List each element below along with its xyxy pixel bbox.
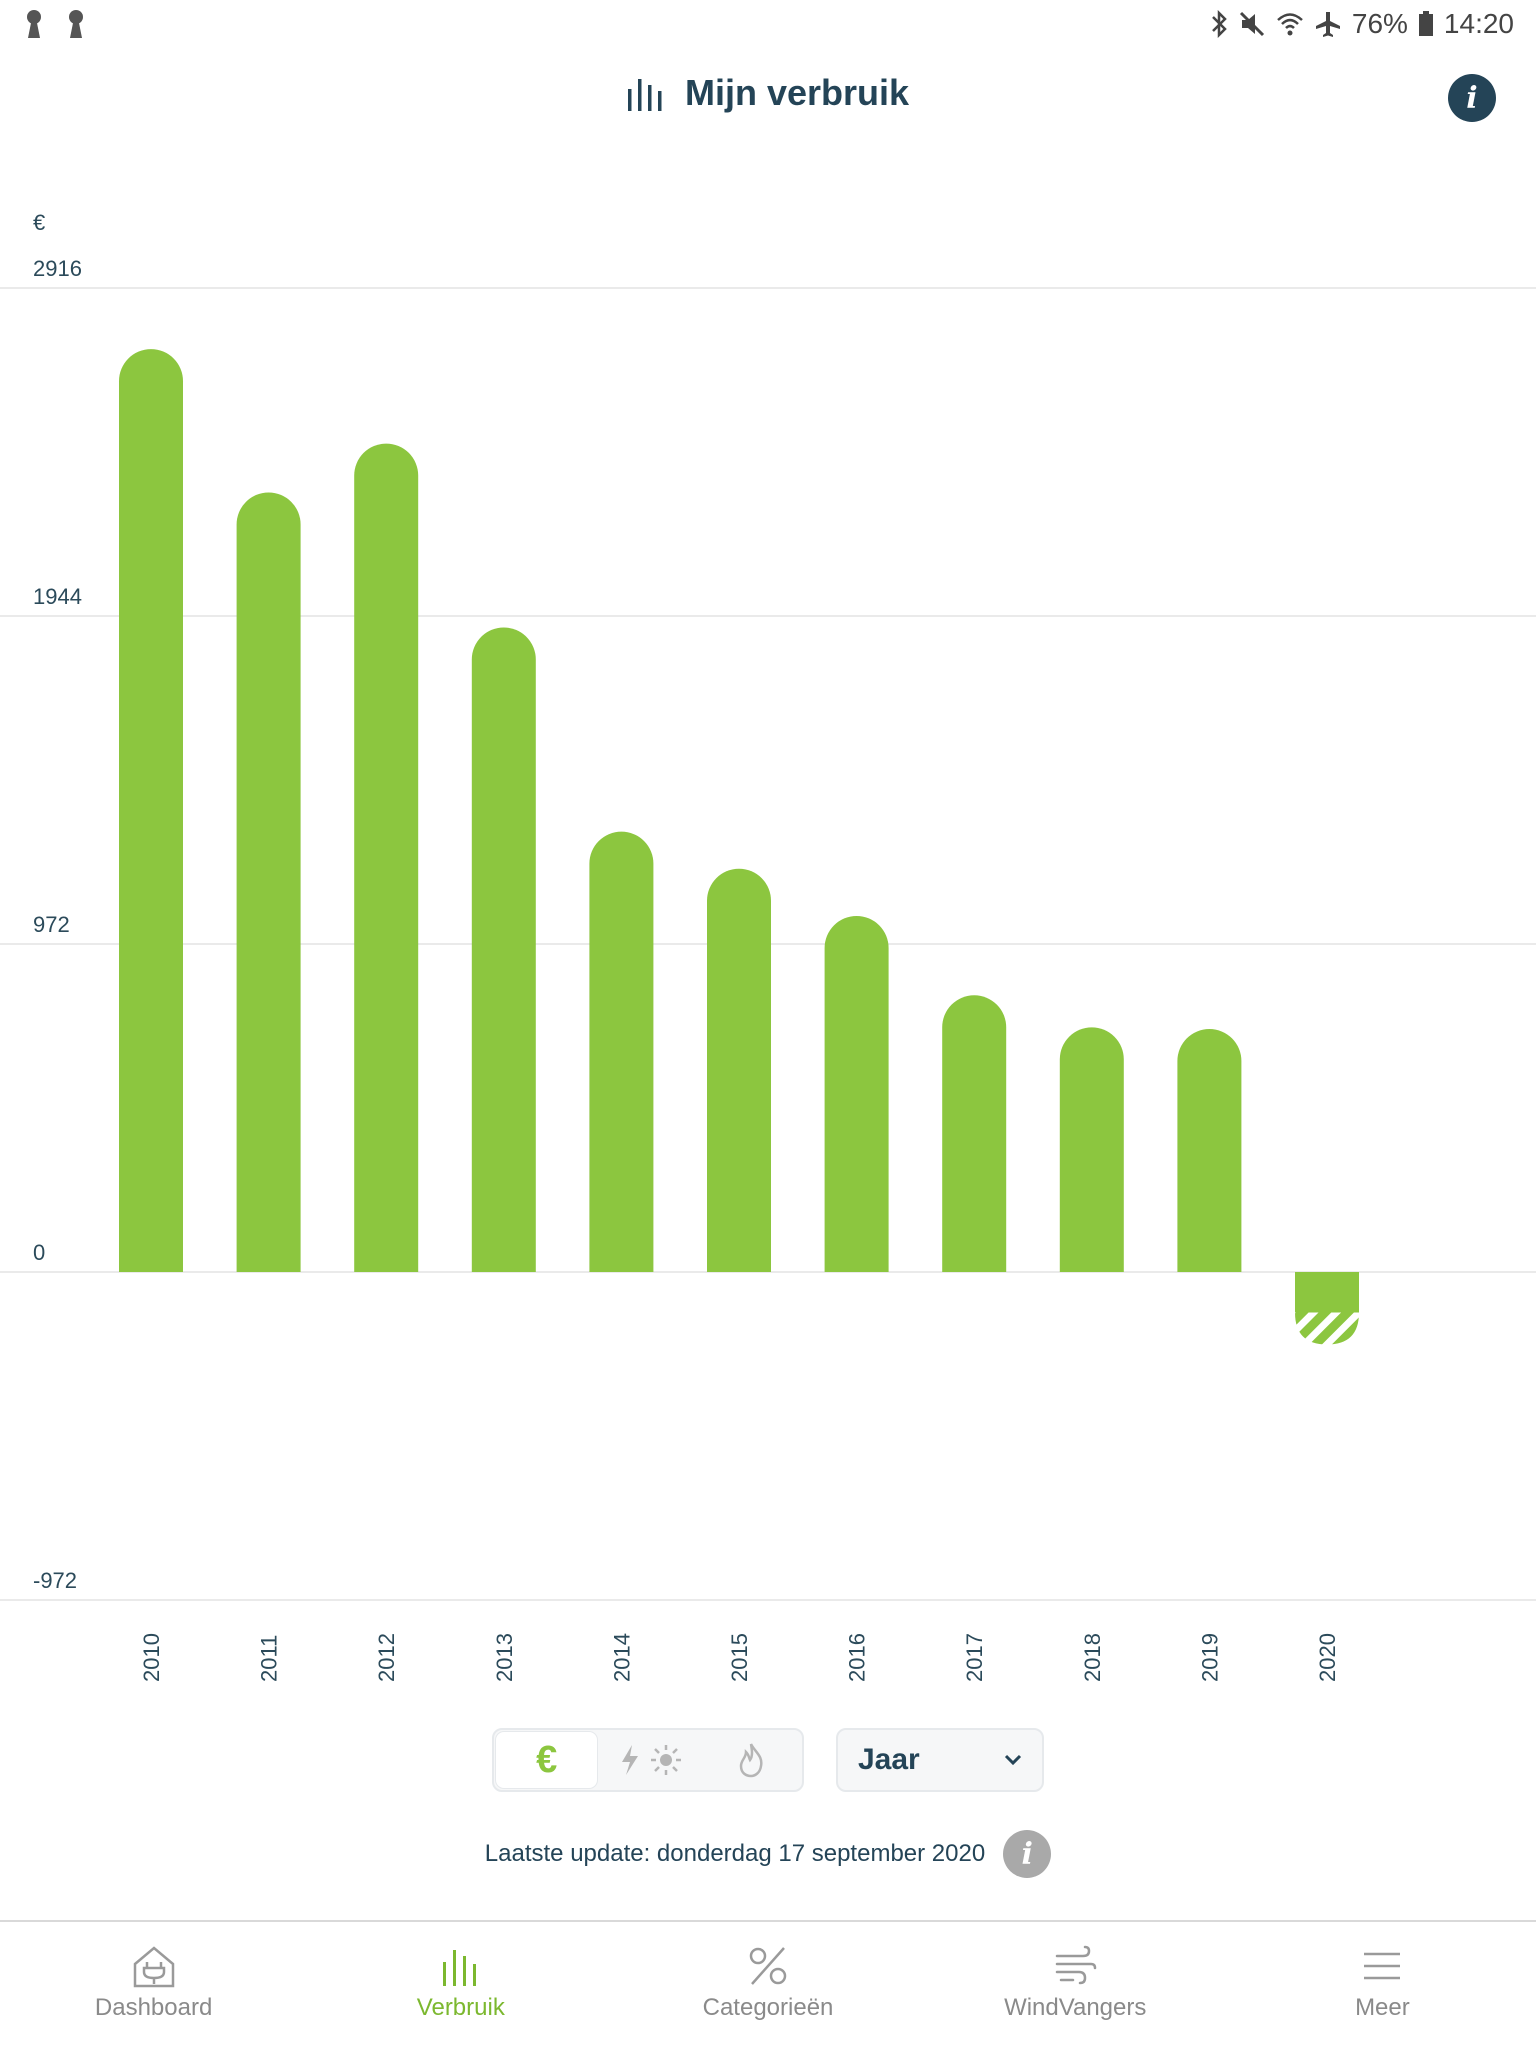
unit-segmented-control: € [492, 1728, 804, 1792]
nav-label: WindVangers [1004, 1994, 1147, 2021]
x-tick-label: 2011 [257, 1635, 282, 1682]
bar-2014[interactable] [589, 831, 654, 1272]
status-left [24, 10, 86, 40]
bar-2020[interactable] [1295, 1272, 1359, 1313]
y-tick-label: 972 [33, 912, 70, 937]
gas-segment[interactable] [701, 1730, 802, 1790]
bars-icon [627, 79, 662, 111]
bar-2012[interactable] [354, 443, 419, 1272]
x-tick-label: 2017 [962, 1633, 987, 1682]
bar-estimate-2020 [1295, 1312, 1359, 1345]
house-plug-icon [133, 1946, 174, 1988]
bar-2019[interactable] [1177, 1029, 1242, 1272]
euro-segment[interactable]: € [496, 1732, 598, 1788]
x-tick-label: 2010 [139, 1633, 164, 1682]
wind-icon [1055, 1945, 1097, 1985]
nav-label: Categorieën [702, 1994, 834, 2021]
bottom-navigation: Dashboard Verbruik Categorieën WindVange… [0, 1920, 1536, 2048]
bluetooth-icon [1211, 10, 1227, 38]
notification-icon [66, 10, 86, 40]
last-update-text: Laatste update: donderdag 17 september 2… [484, 1840, 986, 1867]
status-right: 76% 14:20 [1210, 8, 1514, 40]
y-tick-label: -972 [33, 1568, 77, 1593]
battery-percent: 76% [1351, 8, 1408, 39]
header-title-group: Mijn verbruik [0, 72, 1536, 114]
electricity-segment[interactable] [599, 1730, 700, 1790]
nav-item-categorieen[interactable]: Categorieën [614, 1922, 921, 2048]
nav-item-meer[interactable]: Meer [1229, 1922, 1536, 2048]
x-tick-label: 2016 [845, 1633, 870, 1682]
mute-icon [1239, 11, 1264, 37]
percent-icon [749, 1947, 787, 1985]
lightning-sun-icon [621, 1745, 681, 1775]
x-tick-label: 2014 [609, 1633, 634, 1682]
y-tick-label: 1944 [33, 584, 82, 609]
nav-label: Verbruik [416, 1994, 505, 2021]
x-tick-label: 2013 [492, 1633, 517, 1682]
bar-2018[interactable] [1059, 1027, 1124, 1272]
y-tick-label: 2916 [33, 256, 82, 281]
period-value: Jaar [858, 1743, 920, 1776]
bar-2016[interactable] [824, 915, 889, 1272]
nav-item-windvangers[interactable]: WindVangers [922, 1922, 1229, 2048]
nav-item-dashboard[interactable]: Dashboard [0, 1922, 307, 2048]
x-tick-label: 2018 [1080, 1633, 1105, 1682]
euro-icon: € [536, 1738, 558, 1781]
status-bar: 76% 14:20 [0, 0, 1536, 52]
last-update-row: Laatste update: donderdag 17 september 2… [0, 1830, 1536, 1878]
bar-2013[interactable] [471, 627, 536, 1272]
bar-2011[interactable] [236, 492, 301, 1272]
usage-bar-chart: 2916 1944 972 0 -972 2010 2011 2012 2013 2014 201… [0, 256, 1536, 1682]
clock: 14:20 [1443, 8, 1514, 39]
nav-label: Dashboard [94, 1994, 213, 2021]
bar-2015[interactable] [707, 868, 771, 1272]
bars-icon [442, 1950, 476, 1986]
update-info-icon[interactable]: i [1003, 1830, 1052, 1878]
y-tick-label: 0 [33, 1240, 45, 1265]
battery-icon [1418, 11, 1433, 36]
nav-label: Meer [1355, 1994, 1410, 2021]
notification-icon [24, 10, 44, 40]
page-title: Mijn verbruik [684, 72, 910, 113]
bar-2010[interactable] [119, 349, 183, 1272]
flame-icon [740, 1743, 763, 1778]
nav-item-verbruik[interactable]: Verbruik [307, 1922, 614, 2048]
x-tick-label: 2012 [374, 1633, 399, 1682]
app-header: Mijn verbruik i [0, 62, 1536, 132]
info-icon[interactable]: i [1448, 74, 1496, 122]
y-axis-unit: € [33, 210, 46, 235]
x-tick-label: 2015 [727, 1633, 752, 1682]
x-tick-label: 2020 [1315, 1633, 1340, 1682]
period-dropdown[interactable]: Jaar [836, 1728, 1044, 1792]
wifi-icon [1277, 13, 1303, 36]
airplane-icon [1315, 12, 1340, 37]
x-tick-label: 2019 [1197, 1633, 1222, 1682]
menu-icon [1364, 1952, 1401, 1980]
bar-2017[interactable] [942, 995, 1007, 1272]
chevron-down-icon [1004, 1754, 1022, 1766]
